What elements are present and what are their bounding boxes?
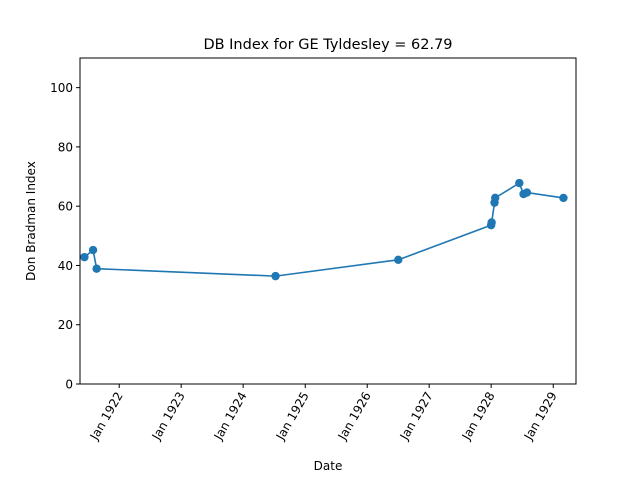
data-point — [559, 193, 568, 203]
x-axis-label: Date — [314, 459, 343, 473]
y-tick-label: 60 — [58, 200, 73, 214]
y-tick-label: 100 — [50, 81, 73, 95]
y-axis-ticks: 0 20 40 60 80 100 — [50, 81, 80, 392]
data-point — [80, 252, 89, 262]
y-tick-label: 80 — [58, 140, 73, 154]
y-tick-label: 20 — [58, 318, 73, 332]
data-point — [491, 193, 500, 203]
data-point — [487, 218, 496, 227]
plot-frame — [79, 57, 577, 385]
y-tick-label: 0 — [65, 378, 73, 392]
data-point — [522, 188, 532, 197]
y-tick-label: 40 — [58, 259, 73, 273]
data-point — [394, 255, 403, 265]
y-axis-label: Don Bradman Index — [24, 161, 38, 281]
data-point — [271, 271, 280, 281]
data-point — [88, 245, 98, 255]
data-point — [515, 178, 524, 188]
data-point — [92, 264, 101, 273]
chart-title: DB Index for GE Tyldesley = 62.79 — [203, 37, 452, 53]
plot-area — [80, 178, 568, 281]
